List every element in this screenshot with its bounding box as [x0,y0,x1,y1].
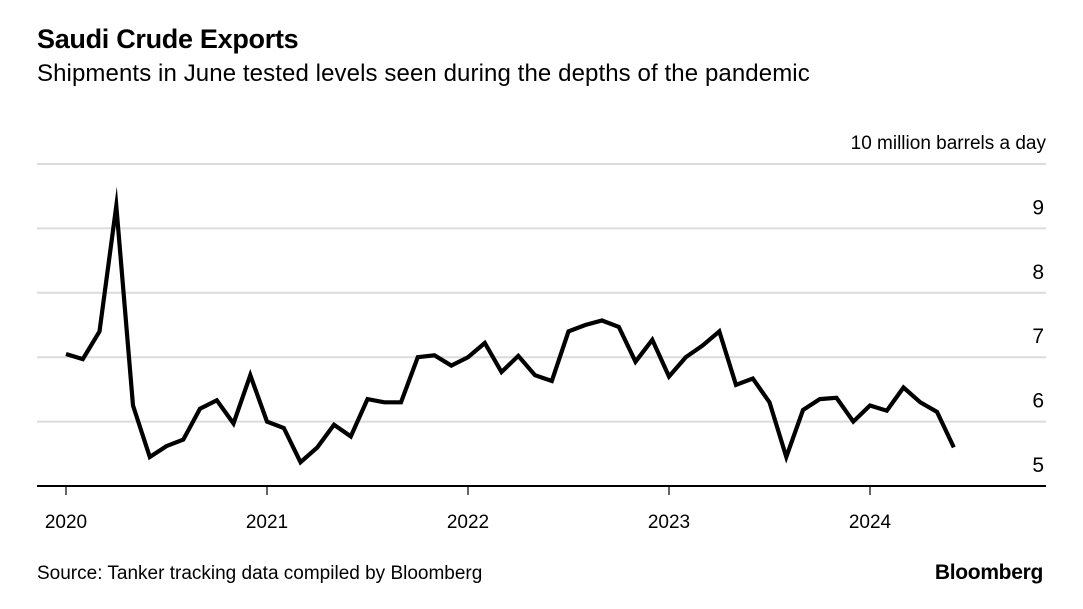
data-point-2022-03 [500,370,504,374]
data-point-2024-04 [918,400,922,404]
data-point-2020-11 [232,422,236,426]
data-point-2020-05 [131,404,135,408]
data-point-2020-10 [215,398,219,402]
source-note: Source: Tanker tracking data compiled by… [37,563,483,584]
data-point-2020-08 [181,438,185,442]
data-point-2023-10 [818,397,822,401]
data-point-2020-03 [98,329,102,333]
data-point-2023-06 [751,376,755,380]
x-tick-label-2023: 2023 [648,512,690,533]
data-point-2023-02 [684,355,688,359]
data-point-2022-10 [617,325,621,329]
data-point-2021-02 [282,426,286,430]
y-tick-label-7: 7 [1032,325,1044,348]
data-point-2024-03 [902,385,906,389]
data-point-2024-02 [885,409,889,413]
data-point-2022-12 [650,338,654,342]
data-point-2023-01 [667,375,671,379]
data-point-2023-04 [717,329,721,333]
data-point-2020-02 [81,357,85,361]
data-point-2024-06 [952,445,956,449]
y-tick-label-9: 9 [1032,196,1044,219]
data-point-2022-06 [550,379,554,383]
data-point-2020-01 [64,352,68,356]
data-point-2020-04 [114,204,118,208]
data-point-2020-12 [248,373,252,377]
data-point-2022-07 [567,329,571,333]
data-point-2023-12 [851,420,855,424]
data-point-2023-09 [801,408,805,412]
data-point-2021-03 [299,460,303,464]
data-point-2021-10 [416,355,420,359]
data-point-2021-07 [366,397,370,401]
y-tick-label-5: 5 [1032,454,1044,477]
y-unit-label: 10 million barrels a day [851,133,1047,154]
y-tick-label-6: 6 [1032,390,1044,413]
data-point-2021-09 [399,400,403,404]
data-point-2020-09 [198,407,202,411]
data-point-2021-04 [315,445,319,449]
data-point-2022-02 [483,341,487,345]
y-tick-label-8: 8 [1032,261,1044,284]
gridlines [37,163,1046,423]
data-point-2021-12 [449,364,453,368]
series-line-0 [65,186,956,466]
data-point-2022-04 [516,354,520,358]
data-point-2021-08 [382,400,386,404]
data-point-2022-05 [533,373,537,377]
chart-title: Saudi Crude Exports [37,24,299,54]
data-point-2022-01 [466,355,470,359]
y-axis-ticks: 5 6 7 8 9 10 million barrels a day [851,133,1047,477]
data-point-2021-01 [265,420,269,424]
data-point-2023-07 [768,400,772,404]
data-point-2024-05 [935,410,939,414]
data-point-2021-11 [433,353,437,357]
data-point-2020-07 [165,444,169,448]
chart-subtitle: Shipments in June tested levels seen dur… [37,60,810,87]
data-point-2022-08 [583,323,587,327]
data-point-2020-06 [148,455,152,459]
x-axis: 2020 2021 2022 2023 2024 [37,485,1046,533]
data-point-2024-01 [868,404,872,408]
x-tick-label-2021: 2021 [246,512,288,533]
data-point-2023-03 [701,344,705,348]
x-tick-label-2024: 2024 [849,512,892,533]
data-point-2023-05 [734,383,738,387]
x-tick-label-2020: 2020 [45,512,87,533]
series-layer [64,186,956,466]
data-point-2022-09 [600,318,604,322]
data-point-2021-05 [332,423,336,427]
bloomberg-logo: Bloomberg [934,561,1043,584]
data-point-2022-11 [634,360,638,364]
x-tick-label-2022: 2022 [447,512,489,533]
data-point-2023-08 [784,455,788,459]
data-point-2021-06 [349,434,353,438]
data-point-2023-11 [835,396,839,400]
